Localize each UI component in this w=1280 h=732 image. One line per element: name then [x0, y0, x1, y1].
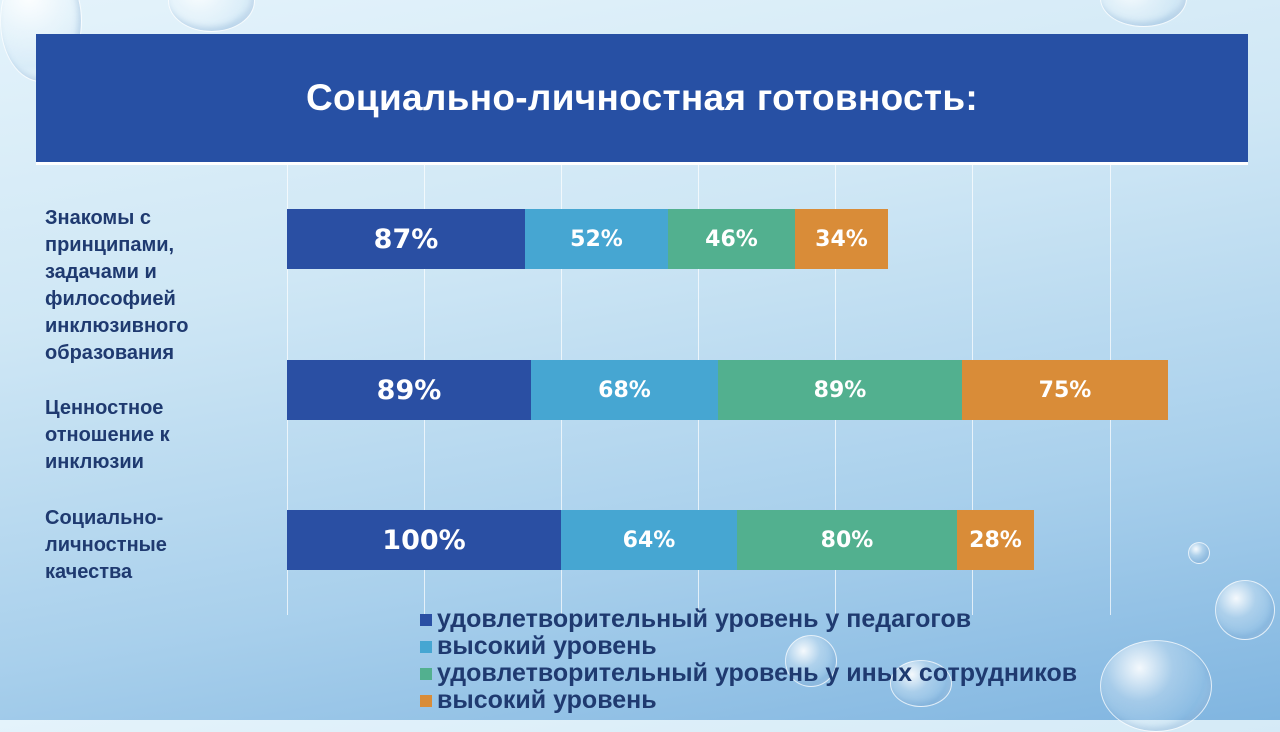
- legend-item: высокий уровень: [420, 632, 1077, 660]
- category-label: Знакомы с принципами, задачами и философ…: [45, 207, 189, 364]
- bar-segment: 100%: [287, 510, 561, 570]
- chart-title: Социально-личностная готовность:: [305, 77, 978, 118]
- bar-segment: 64%: [561, 510, 737, 570]
- decorative-bubble: [890, 660, 952, 707]
- legend-label: высокий уровень: [437, 686, 657, 714]
- legend-label: высокий уровень: [437, 632, 657, 660]
- title-banner: Социально-личностная готовность:: [36, 34, 1248, 165]
- bar-row: 87% 52% 46% 34%: [287, 209, 888, 269]
- decorative-bubble: [1215, 580, 1275, 640]
- legend-label: удовлетворительный уровень у педагогов: [437, 605, 972, 633]
- bar-row: 100% 64% 80% 28%: [287, 510, 1034, 570]
- legend-item: удовлетворительный уровень у иных сотруд…: [420, 659, 1078, 687]
- bar-segment: 34%: [795, 209, 888, 269]
- decorative-bubble: [785, 635, 837, 687]
- bar-segment: 68%: [531, 360, 718, 420]
- legend-swatch-icon: [420, 694, 432, 707]
- bar-row: 89% 68% 89% 75%: [287, 360, 1168, 420]
- legend-swatch-icon: [420, 667, 432, 680]
- bar-segment: 87%: [287, 209, 525, 269]
- legend-swatch-icon: [420, 640, 432, 653]
- category-label: Социально- личностные качества: [45, 507, 167, 583]
- legend-item: высокий уровень: [420, 686, 1077, 714]
- bar-segment: 52%: [525, 209, 668, 269]
- bar-segment: 46%: [668, 209, 795, 269]
- category-label: Ценностное отношение к инклюзии: [45, 397, 170, 473]
- decorative-bubble: [1100, 640, 1212, 732]
- bar-segment: 89%: [287, 360, 531, 420]
- bar-segment: 89%: [718, 360, 962, 420]
- bar-segment: 75%: [962, 360, 1168, 420]
- bar-segment: 80%: [737, 510, 957, 570]
- decorative-bubble: [1188, 542, 1210, 564]
- legend: удовлетворительный уровень у педагогов в…: [420, 605, 1078, 714]
- legend-label: удовлетворительный уровень у иных сотруд…: [437, 659, 1078, 687]
- bar-segment: 28%: [957, 510, 1034, 570]
- legend-swatch-icon: [420, 613, 432, 626]
- decorative-bubble: [168, 0, 255, 32]
- decorative-bubble: [1100, 0, 1187, 27]
- legend-item: удовлетворительный уровень у педагогов: [420, 605, 1077, 633]
